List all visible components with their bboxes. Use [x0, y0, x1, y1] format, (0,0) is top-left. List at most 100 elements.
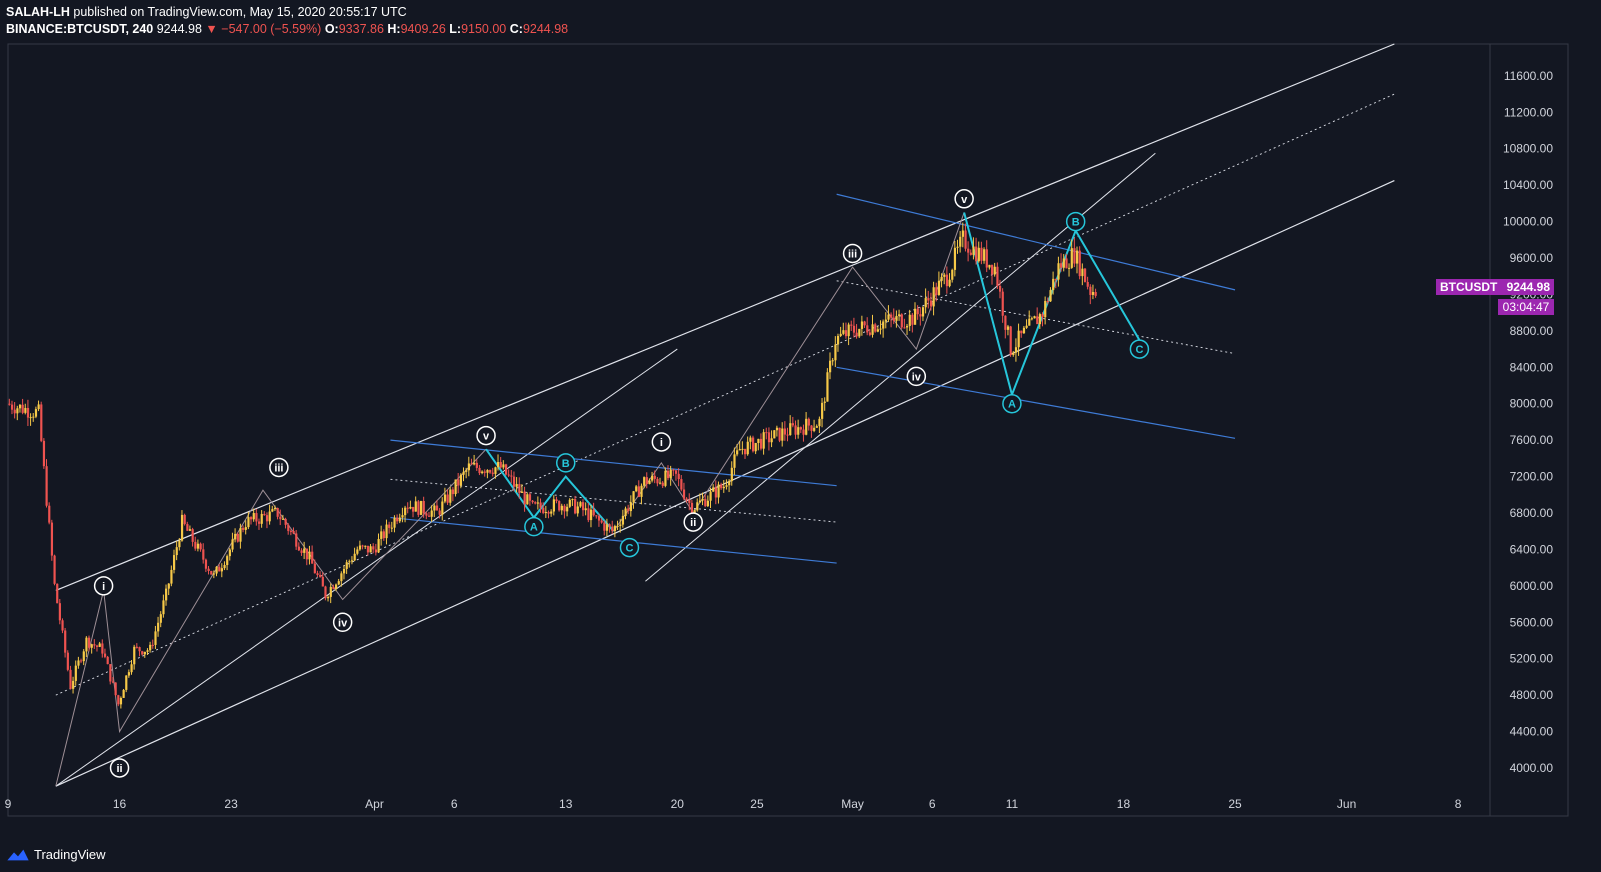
wave-label: v: [483, 431, 490, 443]
candle-body: [202, 549, 205, 560]
candle-body: [932, 287, 935, 307]
candle-body: [672, 469, 675, 471]
abc-path-1: [485, 448, 615, 532]
candle-body: [430, 510, 433, 517]
candle-body: [786, 434, 789, 436]
candle-body: [21, 404, 24, 413]
open-value: 9337.86: [338, 22, 384, 36]
candle-body: [993, 266, 996, 275]
candle-body: [563, 505, 566, 512]
y-tick-label: 6000.00: [1510, 579, 1554, 593]
candle-body: [629, 502, 633, 512]
wave-label: ii: [116, 763, 122, 775]
candle-body: [603, 522, 606, 531]
x-tick-label: 25: [1228, 797, 1242, 811]
candle-body: [927, 298, 930, 301]
candle-body: [807, 418, 810, 426]
candle-body: [449, 489, 452, 503]
change-arrow-icon: ▼: [205, 22, 218, 36]
price-tag-symbol: BTCUSDT: [1440, 280, 1498, 294]
candle-body: [582, 502, 585, 511]
wave-label-circle: [476, 425, 496, 446]
candle-body: [953, 247, 957, 270]
candle-body: [366, 545, 370, 553]
wave-label-circle: [555, 453, 576, 473]
symbol-line: BINANCE:BTCUSDT, 240 9244.98 ▼ −547.00 (…: [6, 21, 568, 38]
candle-body: [1036, 316, 1039, 325]
candle-body: [454, 479, 457, 495]
candle-body: [767, 432, 771, 443]
candle-body: [842, 330, 845, 334]
candle-body: [512, 476, 516, 487]
candle-body: [265, 515, 269, 522]
candle-body: [895, 315, 898, 321]
candle-body: [677, 473, 680, 480]
candle-body: [1062, 258, 1065, 268]
candle-body: [985, 249, 988, 268]
candle-body: [608, 524, 611, 527]
candle-body: [1030, 318, 1034, 320]
footer-branding[interactable]: TradingView: [6, 847, 106, 862]
candle-body: [550, 511, 553, 514]
candle-body: [674, 470, 678, 474]
candle-body: [167, 583, 170, 589]
candle-body: [1006, 326, 1010, 330]
candle-body: [435, 505, 439, 511]
candle-body: [117, 695, 120, 705]
candle-body: [595, 515, 598, 517]
candle-body: [457, 479, 460, 486]
candle-body: [441, 501, 444, 515]
candle-body: [1060, 263, 1063, 268]
candle-body: [690, 502, 694, 516]
candle-body: [127, 672, 131, 676]
y-tick-label: 8400.00: [1510, 360, 1554, 374]
channel-lower-line: [55, 180, 1395, 787]
candle-body: [645, 477, 648, 485]
wave-label: v: [961, 194, 968, 206]
candle-body: [592, 509, 595, 516]
candle-body: [887, 314, 890, 320]
candle-body: [844, 330, 848, 337]
candle-body: [969, 252, 972, 255]
candle-body: [50, 522, 54, 556]
candle-body: [653, 475, 656, 479]
candle-body: [358, 545, 362, 550]
candle-body: [289, 530, 293, 532]
candle-body: [196, 543, 200, 549]
candle-body: [64, 630, 67, 653]
price-axis[interactable]: 4000.00 4400.00 4800.00 5200.00 5600.00 6000.…: [1503, 69, 1553, 775]
candle-body: [425, 513, 428, 516]
candle-body: [547, 512, 550, 514]
candle-body: [433, 505, 436, 511]
candle-body: [345, 562, 348, 569]
candle-body: [342, 568, 346, 574]
candle-body: [741, 448, 744, 450]
wave-label-circle: [269, 457, 289, 478]
candle-body: [348, 561, 351, 563]
candle-body: [980, 247, 983, 261]
brand-name: TradingView: [34, 847, 106, 862]
candle-body: [180, 514, 184, 541]
wave-label-circle: [1065, 211, 1086, 232]
symbol-interval[interactable]: BINANCE:BTCUSDT, 240: [6, 22, 154, 36]
author-name[interactable]: SALAH-LH: [6, 5, 70, 19]
chart-header: SALAH-LH published on TradingView.com, M…: [6, 4, 568, 38]
abc-path-2: [963, 212, 1141, 398]
candle-body: [481, 471, 484, 474]
x-tick-label: 13: [559, 797, 573, 811]
candle-body: [255, 513, 258, 522]
candle-body: [789, 423, 792, 436]
wave-path-2: [613, 212, 965, 532]
candle-body: [93, 644, 96, 646]
candle-body: [584, 508, 587, 511]
candle-body: [260, 513, 263, 524]
candle-body: [1025, 325, 1028, 328]
candle-body: [406, 507, 409, 509]
candle-body: [29, 417, 32, 419]
candle-body: [720, 484, 723, 489]
candle-body: [773, 430, 776, 439]
last-price: 9244.98: [156, 22, 202, 36]
time-axis[interactable]: 9 16 23 Apr 6 13 20 25 May 6 11 18 25 Jun 8: [5, 797, 1462, 811]
candle-body: [783, 428, 787, 435]
